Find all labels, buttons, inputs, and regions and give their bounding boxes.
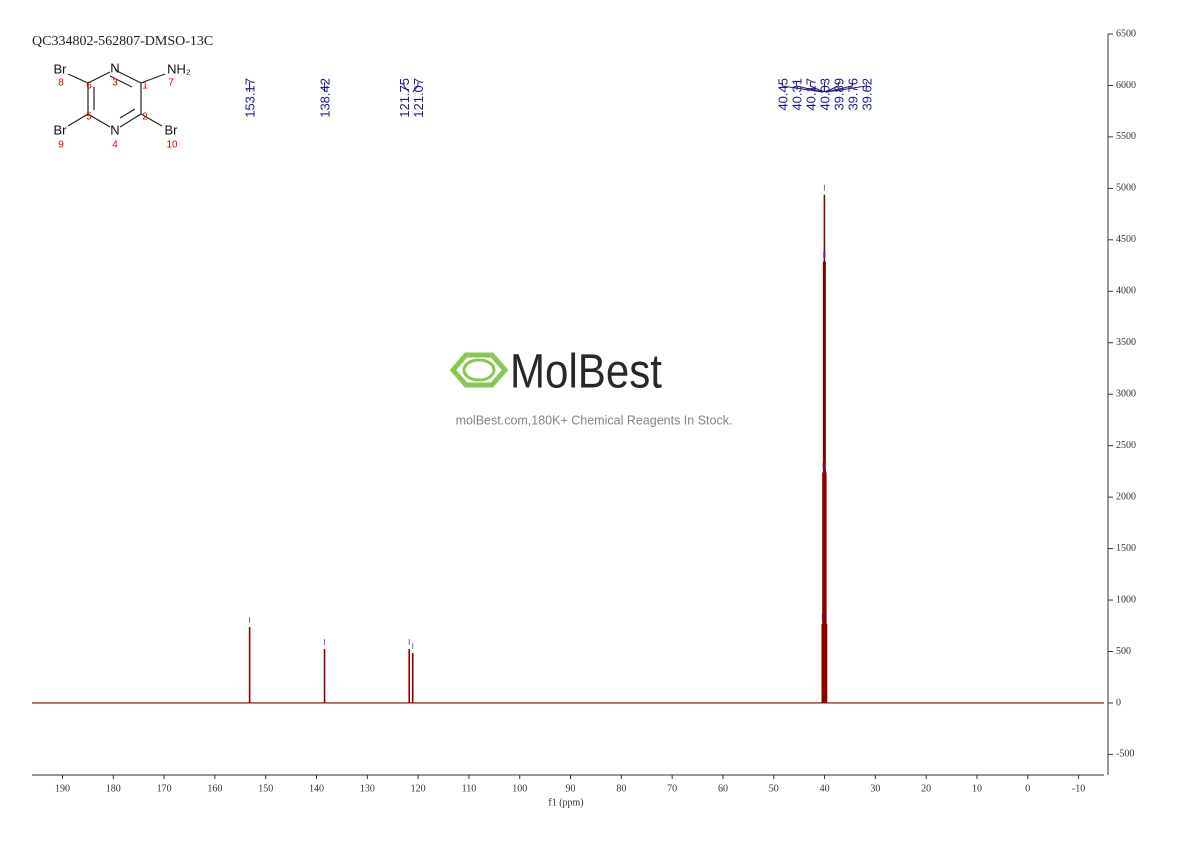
x-tick-label: 100 [512, 783, 527, 794]
x-tick-label: 0 [1025, 783, 1030, 794]
peak-label-connector [781, 82, 823, 93]
peak-label: 39.89 [831, 78, 846, 111]
watermark: MolBest molBest.com,180K+ Chemical Reage… [449, 346, 733, 427]
locant: 4 [112, 140, 118, 151]
x-tick-label: 20 [921, 783, 931, 794]
bond [119, 113, 142, 128]
atom-label: N [110, 60, 119, 75]
y-tick-label: 0 [1116, 697, 1121, 708]
x-tick-label: 180 [106, 783, 121, 794]
locant: 5 [86, 112, 92, 123]
x-tick-label: 60 [718, 783, 728, 794]
peak-label-connector [795, 82, 824, 93]
atom-label: Br [54, 61, 68, 76]
peak-label-connector [826, 82, 867, 93]
y-tick-label: 5000 [1116, 183, 1136, 194]
bond [119, 108, 136, 119]
y-tick-label: 1000 [1116, 594, 1136, 605]
locant: 10 [166, 140, 178, 151]
bond [87, 113, 111, 128]
peak-label: 40.03 [817, 78, 832, 111]
structure: Br N NH₂ Br N Br 8 3 7 9 4 10 6 1 5 2 [54, 60, 191, 150]
peak-label: 121.07 [411, 78, 426, 118]
locant: 8 [58, 78, 64, 89]
y-tick-label: 3000 [1116, 389, 1136, 400]
x-tick-label: 50 [769, 783, 779, 794]
y-tick-label: 500 [1116, 646, 1131, 657]
bond [140, 113, 163, 127]
x-tick-label: 160 [207, 783, 222, 794]
watermark-text: molBest.com,180K+ Chemical Reagents In S… [456, 413, 733, 427]
peak-label-connector [809, 82, 824, 93]
logo-text: MolBest [510, 346, 662, 399]
peak-label: 121.75 [397, 78, 412, 118]
x-tick-label: 30 [870, 783, 880, 794]
bond [109, 75, 133, 88]
x-tick-label: 170 [157, 783, 172, 794]
y-tick-label: 4000 [1116, 286, 1136, 297]
bond [67, 113, 89, 127]
y-tick-label: 6500 [1116, 28, 1136, 39]
x-tick-label: 90 [566, 783, 576, 794]
locant: 6 [86, 81, 92, 92]
x-tick-label: 40 [820, 783, 830, 794]
y-tick-label: 1500 [1116, 543, 1136, 554]
peak-label: 39.76 [845, 78, 860, 111]
y-tick-label: -500 [1116, 749, 1134, 760]
y-tick-label: 5500 [1116, 131, 1136, 142]
y-tick-label: 6000 [1116, 80, 1136, 91]
locant: 3 [112, 78, 118, 89]
bond [87, 71, 111, 84]
peak-label-connector [825, 82, 853, 93]
atom-label: Br [54, 122, 68, 137]
x-tick-label: 140 [309, 783, 324, 794]
peak-label-connector [824, 82, 839, 93]
locant: 9 [58, 140, 64, 151]
y-tick-label: 4500 [1116, 234, 1136, 245]
atom-label: Br [165, 122, 179, 137]
x-axis-label: f1 (ppm) [548, 797, 583, 808]
peak-label: 40.17 [803, 78, 818, 111]
x-tick-label: 10 [972, 783, 982, 794]
bond [67, 73, 89, 84]
x-tick-label: -10 [1072, 783, 1085, 794]
x-tick-label: 130 [360, 783, 375, 794]
y-tick-label: 2000 [1116, 491, 1136, 502]
logo-hexagon [449, 352, 509, 388]
peak-label-connector [412, 82, 419, 93]
peak-label-connector [403, 82, 410, 93]
atom-label: NH₂ [167, 61, 191, 76]
x-tick-label: 70 [667, 783, 677, 794]
peak-label: 153.17 [243, 78, 258, 118]
bond [114, 69, 142, 84]
locant: 1 [142, 81, 148, 92]
y-tick-label: 3500 [1116, 337, 1136, 348]
bond [140, 73, 166, 84]
locant: 7 [168, 78, 174, 89]
peak-label: 40.31 [789, 78, 804, 111]
x-tick-label: 120 [411, 783, 426, 794]
x-tick-label: 150 [258, 783, 273, 794]
y-tick-label: 2500 [1116, 440, 1136, 451]
x-tick-label: 110 [462, 783, 477, 794]
chart-title: QC334802-562807-DMSO-13C [32, 34, 213, 49]
peak-label: 138.42 [318, 78, 333, 118]
logo-ring [462, 358, 496, 382]
x-tick-label: 190 [55, 783, 70, 794]
x-tick-label: 80 [616, 783, 626, 794]
locant: 2 [142, 112, 148, 123]
atom-label: N [110, 122, 119, 137]
